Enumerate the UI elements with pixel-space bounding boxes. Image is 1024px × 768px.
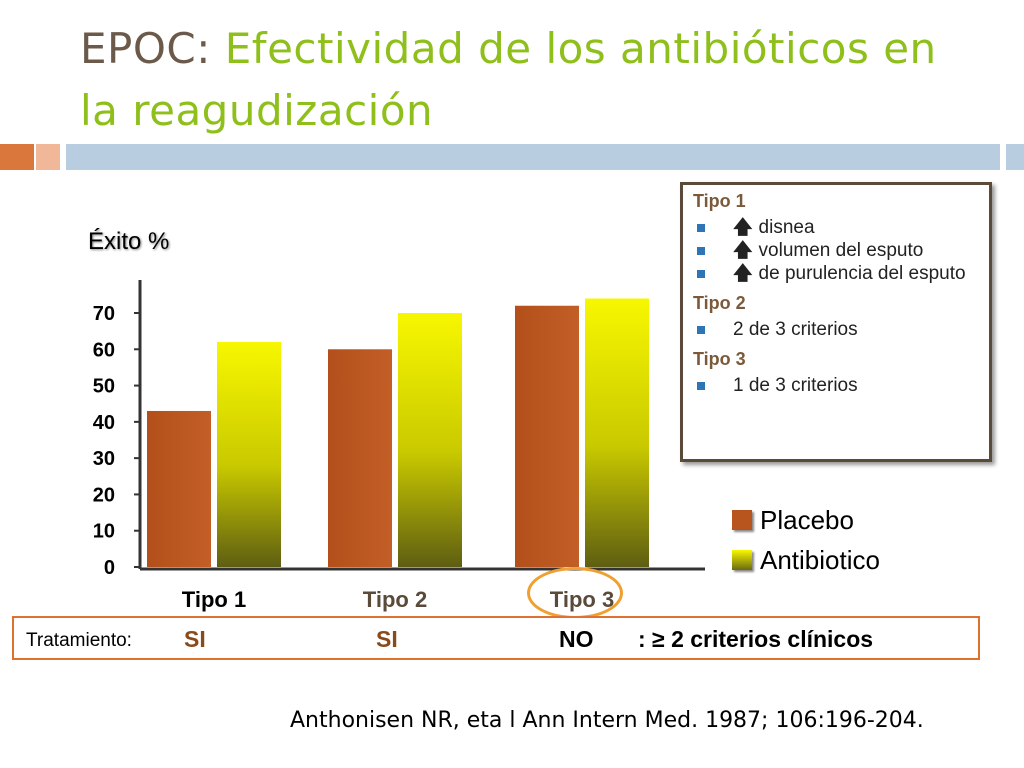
criteria-item-text: disnea [758, 217, 815, 238]
bullet-icon [697, 270, 705, 278]
treatment-value-tipo1: SI [184, 626, 206, 652]
decor-band-blue [66, 144, 1000, 170]
criteria-item-text: volumen del esputo [758, 240, 924, 261]
y-tick-label: 10 [93, 521, 115, 543]
criteria-item: 🡅 de purulencia del esputo [693, 262, 979, 285]
y-tick-label: 20 [93, 484, 115, 506]
arrow-up-icon: 🡅 [733, 217, 753, 238]
y-tick-label: 70 [93, 303, 115, 325]
criteria-item: 🡅 volumen del esputo [693, 239, 979, 262]
x-category-label: Tipo 1 [182, 587, 246, 612]
citation: Anthonisen NR, eta l Ann Intern Med. 198… [290, 708, 924, 733]
criteria-box: Tipo 1 🡅 disnea 🡅 volumen del esputo 🡅 de puru… [680, 182, 992, 462]
legend-swatch-placebo [732, 510, 752, 530]
treatment-note: : ≥ 2 criterios clínicos [638, 626, 874, 652]
treatment-label: Tratamiento: [26, 630, 132, 651]
treatment-value-tipo3: NO [559, 626, 594, 652]
y-tick-label: 40 [93, 412, 115, 434]
treatment-value-tipo2: SI [376, 626, 398, 652]
y-tick-label: 50 [93, 376, 115, 398]
bar-antibiotico-tipo-2 [398, 313, 462, 567]
legend-item-placebo: Placebo [732, 500, 880, 540]
criteria-group-title: Tipo 3 [693, 349, 746, 369]
decor-band-blue-end [1006, 144, 1024, 170]
criteria-item-text: de purulencia del esputo [758, 263, 966, 284]
decor-band-orange [0, 144, 34, 170]
y-tick-label: 60 [93, 339, 115, 361]
criteria-item: 2 de 3 criterios [693, 318, 979, 341]
bar-placebo-tipo-1 [147, 410, 211, 567]
bullet-icon [697, 247, 705, 255]
y-axis-label: Éxito % [88, 228, 170, 255]
legend-label-placebo: Placebo [760, 504, 854, 535]
bullet-icon [697, 224, 705, 232]
x-category-label: Tipo 2 [363, 587, 427, 612]
bar-antibiotico-tipo-1 [217, 342, 281, 567]
bullet-icon [697, 326, 705, 334]
y-tick-label: 0 [104, 557, 115, 579]
legend-swatch-antibiotico [732, 550, 752, 570]
criteria-list: 1 de 3 criterios [693, 374, 979, 397]
y-tick-label: 30 [93, 448, 115, 470]
arrow-up-icon: 🡅 [733, 263, 753, 284]
arrow-up-icon: 🡅 [733, 240, 753, 261]
legend: Placebo Antibiotico [732, 500, 880, 580]
criteria-list: 2 de 3 criterios [693, 318, 979, 341]
legend-item-antibiotico: Antibiotico [732, 540, 880, 580]
bar-antibiotico-tipo-3 [585, 298, 649, 567]
treatment-box: Tratamiento: SI SI NO : ≥ 2 criterios cl… [12, 616, 980, 660]
legend-label-antibiotico: Antibiotico [760, 544, 880, 575]
criteria-item-text: 2 de 3 criterios [733, 319, 858, 340]
decor-band-peach [36, 144, 60, 170]
title-rest: Efectividad de los antibióticos en la re… [80, 24, 937, 135]
highlight-circle [527, 567, 623, 619]
slide-title: EPOC: Efectividad de los antibióticos en… [80, 18, 980, 142]
title-lead: EPOC: [80, 24, 211, 73]
criteria-item-text: 1 de 3 criterios [733, 375, 858, 396]
criteria-item: 🡅 disnea [693, 216, 979, 239]
bullet-icon [697, 382, 705, 390]
criteria-group-title: Tipo 2 [693, 293, 746, 313]
criteria-group-title: Tipo 1 [693, 191, 746, 211]
criteria-list: 🡅 disnea 🡅 volumen del esputo 🡅 de purulencia… [693, 216, 979, 285]
bar-placebo-tipo-2 [328, 349, 392, 567]
bar-placebo-tipo-3 [515, 305, 579, 567]
criteria-item: 1 de 3 criterios [693, 374, 979, 397]
